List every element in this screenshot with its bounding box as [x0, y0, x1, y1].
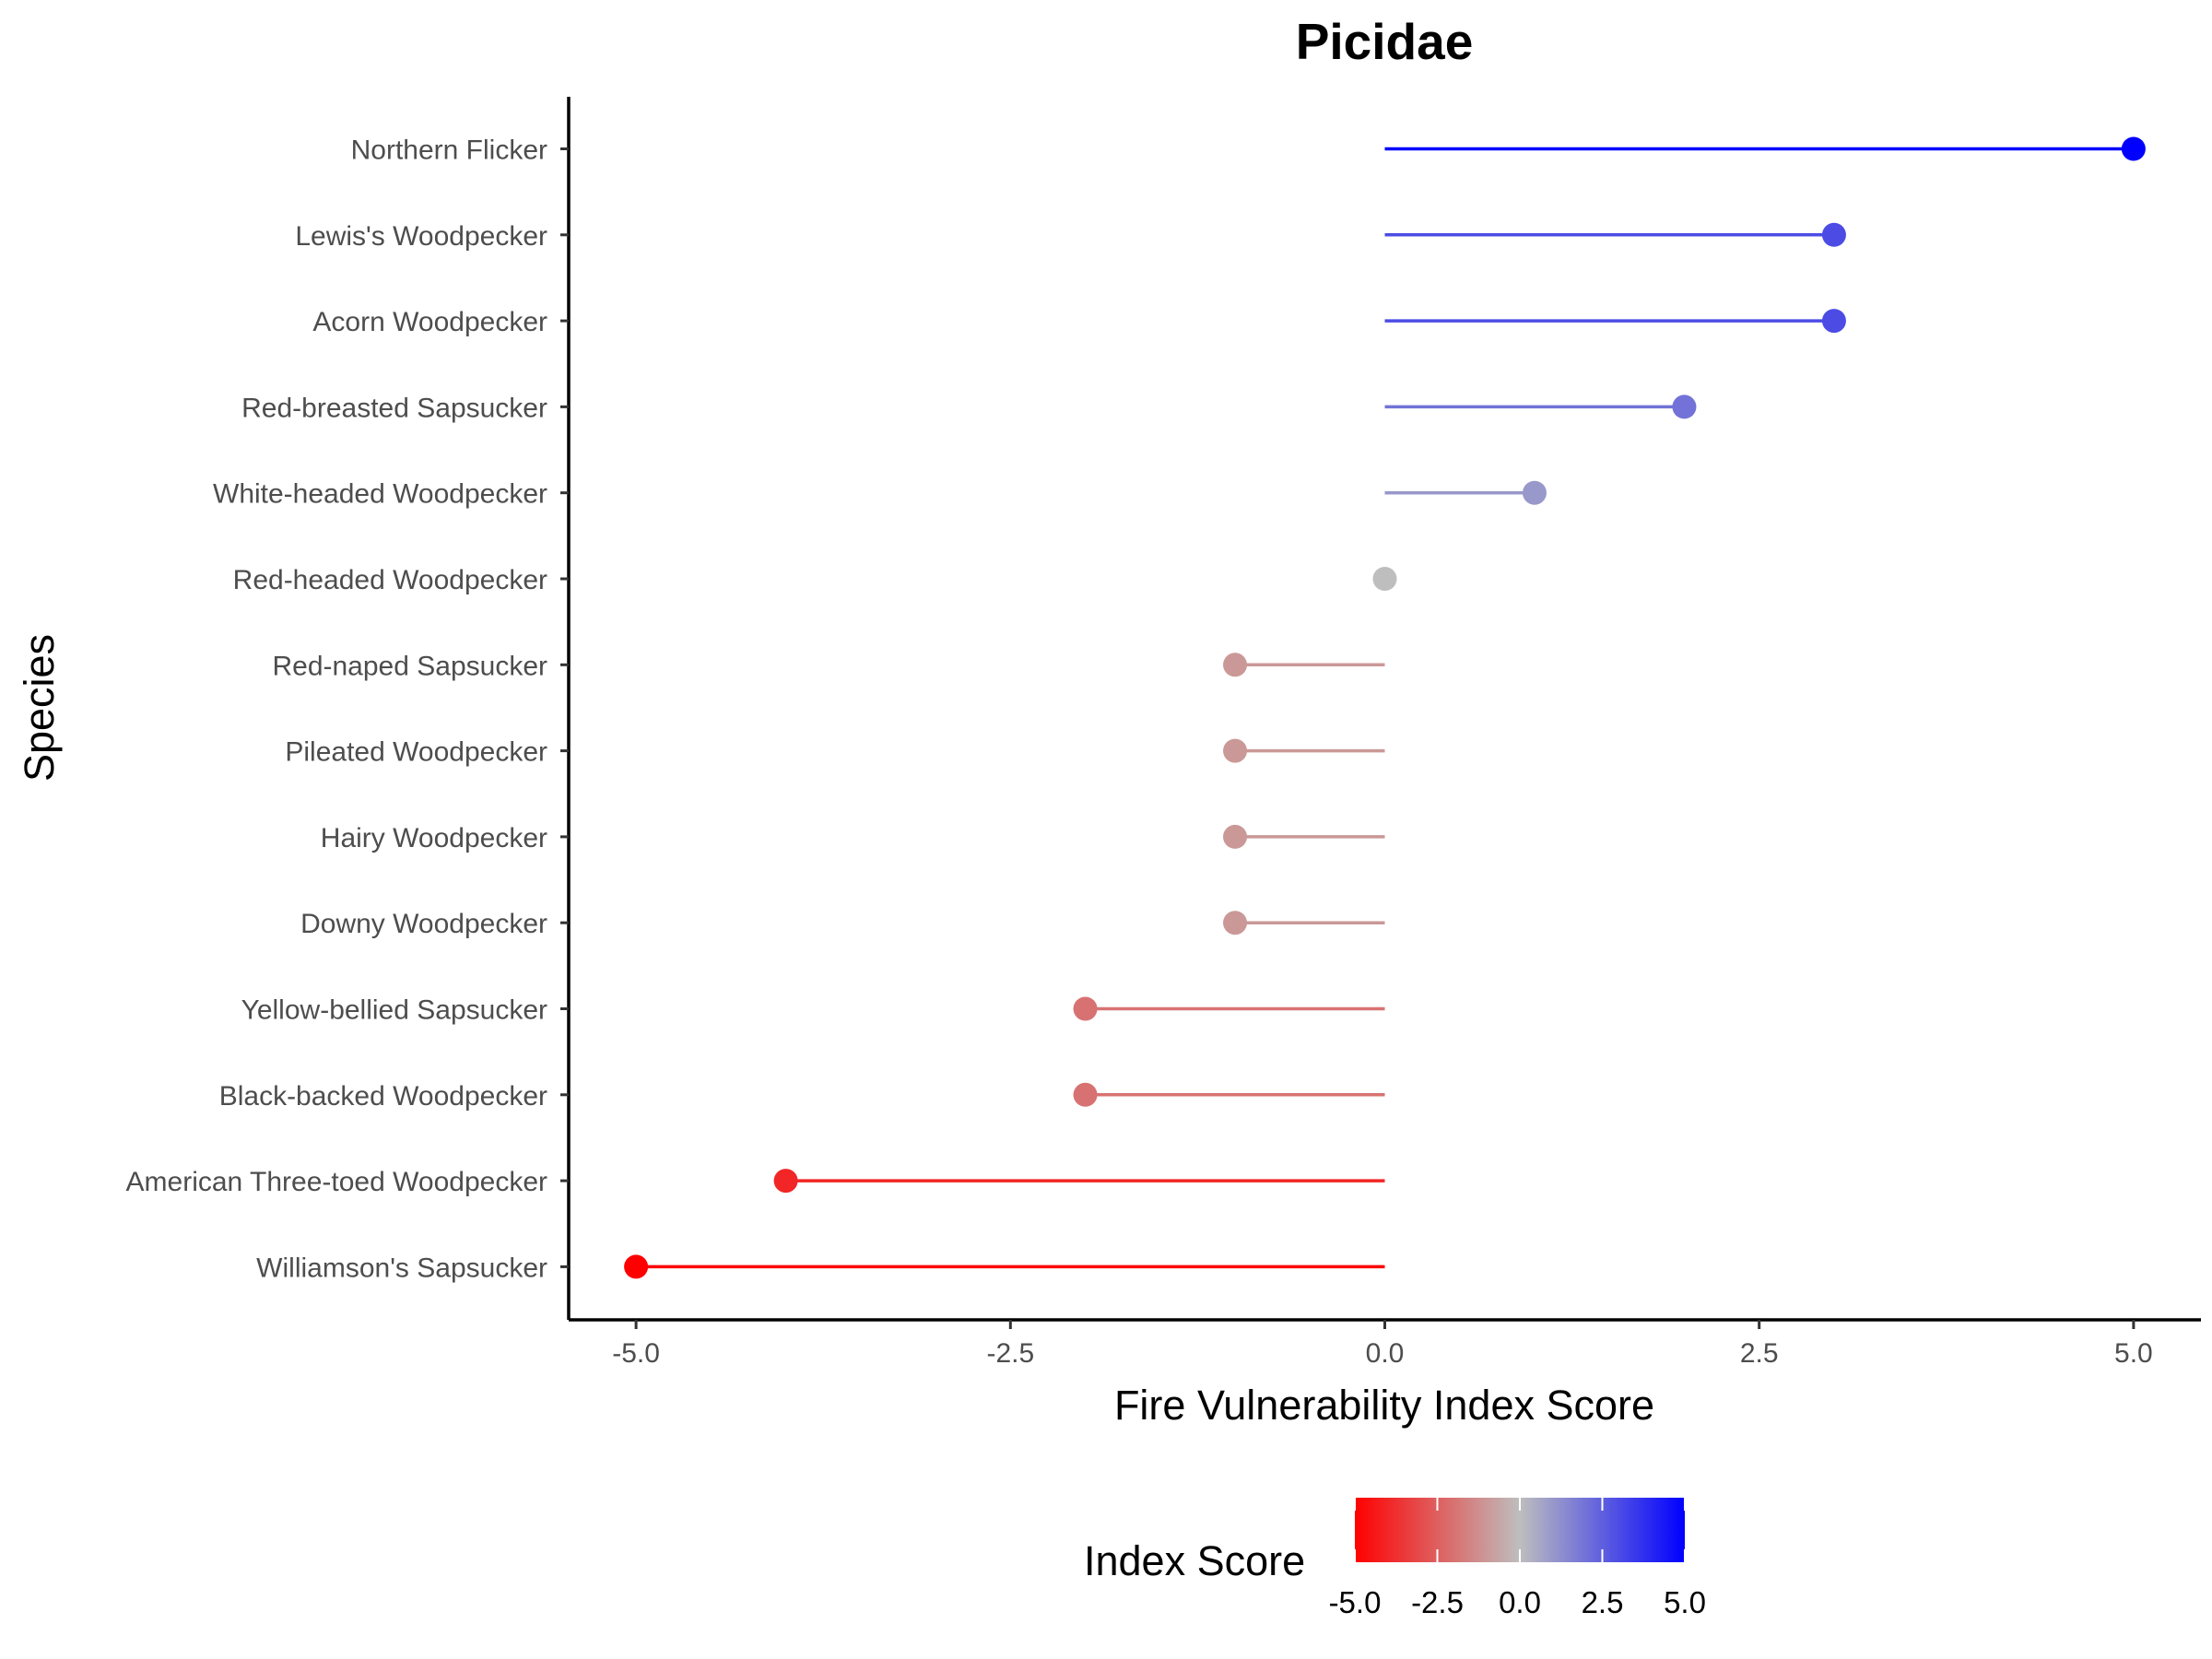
x-axis-ticks: -5.0 -2.5 0.0 2.5 5.0 — [612, 1320, 2153, 1369]
lollipop-dot — [1821, 222, 1846, 247]
lollipop-dot — [1821, 309, 1846, 334]
lollipop-dot — [773, 1169, 798, 1194]
lollipop-stems — [636, 147, 2134, 1269]
y-axis-title: Species — [16, 634, 63, 782]
legend-ticks: -5.0 -2.5 0.0 2.5 5.0 — [1329, 1498, 1706, 1619]
lollipop-dot — [1073, 996, 1098, 1021]
lollipop-dot — [1672, 394, 1697, 419]
lollipop-dot — [2121, 136, 2146, 161]
x-tick-label: 0.0 — [1366, 1338, 1405, 1369]
y-tick-label: Downy Woodpecker — [300, 909, 547, 939]
legend-tick-label: 5.0 — [1664, 1585, 1706, 1619]
lollipop-dot — [1223, 824, 1248, 849]
legend-tick-label: -5.0 — [1329, 1585, 1382, 1619]
lollipop-dot — [1372, 567, 1397, 591]
lollipop-dot — [1073, 1082, 1098, 1107]
y-tick-label: Red-breasted Sapsucker — [241, 393, 547, 423]
legend: Index Score -5.0 -2.5 0.0 2.5 5.0 — [1084, 1498, 1706, 1619]
y-tick-label: Lewis's Woodpecker — [295, 221, 547, 252]
x-tick-label: -5.0 — [612, 1338, 660, 1369]
y-tick-label: Northern Flicker — [351, 135, 547, 166]
y-tick-label: Pileated Woodpecker — [285, 737, 547, 768]
y-tick-label: Red-headed Woodpecker — [233, 565, 547, 595]
x-tick-label: -2.5 — [986, 1338, 1034, 1369]
x-tick-label: 2.5 — [1740, 1338, 1779, 1369]
y-axis-ticks: Northern Flicker Lewis's Woodpecker Acorn … — [126, 135, 569, 1283]
y-tick-label: Red-naped Sapsucker — [272, 651, 547, 681]
legend-tick-label: 2.5 — [1582, 1585, 1624, 1619]
x-tick-label: 5.0 — [2114, 1338, 2153, 1369]
lollipop-dots — [624, 136, 2146, 1279]
lollipop-dot — [1223, 653, 1248, 677]
y-tick-label: Yellow-bellied Sapsucker — [241, 995, 547, 1026]
lollipop-dot — [1223, 911, 1248, 935]
lollipop-dot — [1522, 480, 1547, 505]
y-tick-label: Williamson's Sapsucker — [256, 1253, 547, 1283]
y-tick-label: Black-backed Woodpecker — [219, 1081, 547, 1112]
y-tick-label: White-headed Woodpecker — [213, 479, 547, 510]
y-tick-label: Acorn Woodpecker — [312, 307, 547, 337]
y-tick-label: Hairy Woodpecker — [321, 823, 547, 853]
legend-tick-label: -2.5 — [1411, 1585, 1464, 1619]
chart-title: Picidae — [1296, 13, 1474, 70]
lollipop-dot — [624, 1254, 649, 1279]
lollipop-dot — [1223, 738, 1248, 763]
y-tick-label: American Three-toed Woodpecker — [126, 1167, 547, 1197]
legend-tick-label: 0.0 — [1499, 1585, 1541, 1619]
legend-title: Index Score — [1084, 1537, 1305, 1584]
x-axis-title: Fire Vulnerability Index Score — [1114, 1382, 1654, 1429]
